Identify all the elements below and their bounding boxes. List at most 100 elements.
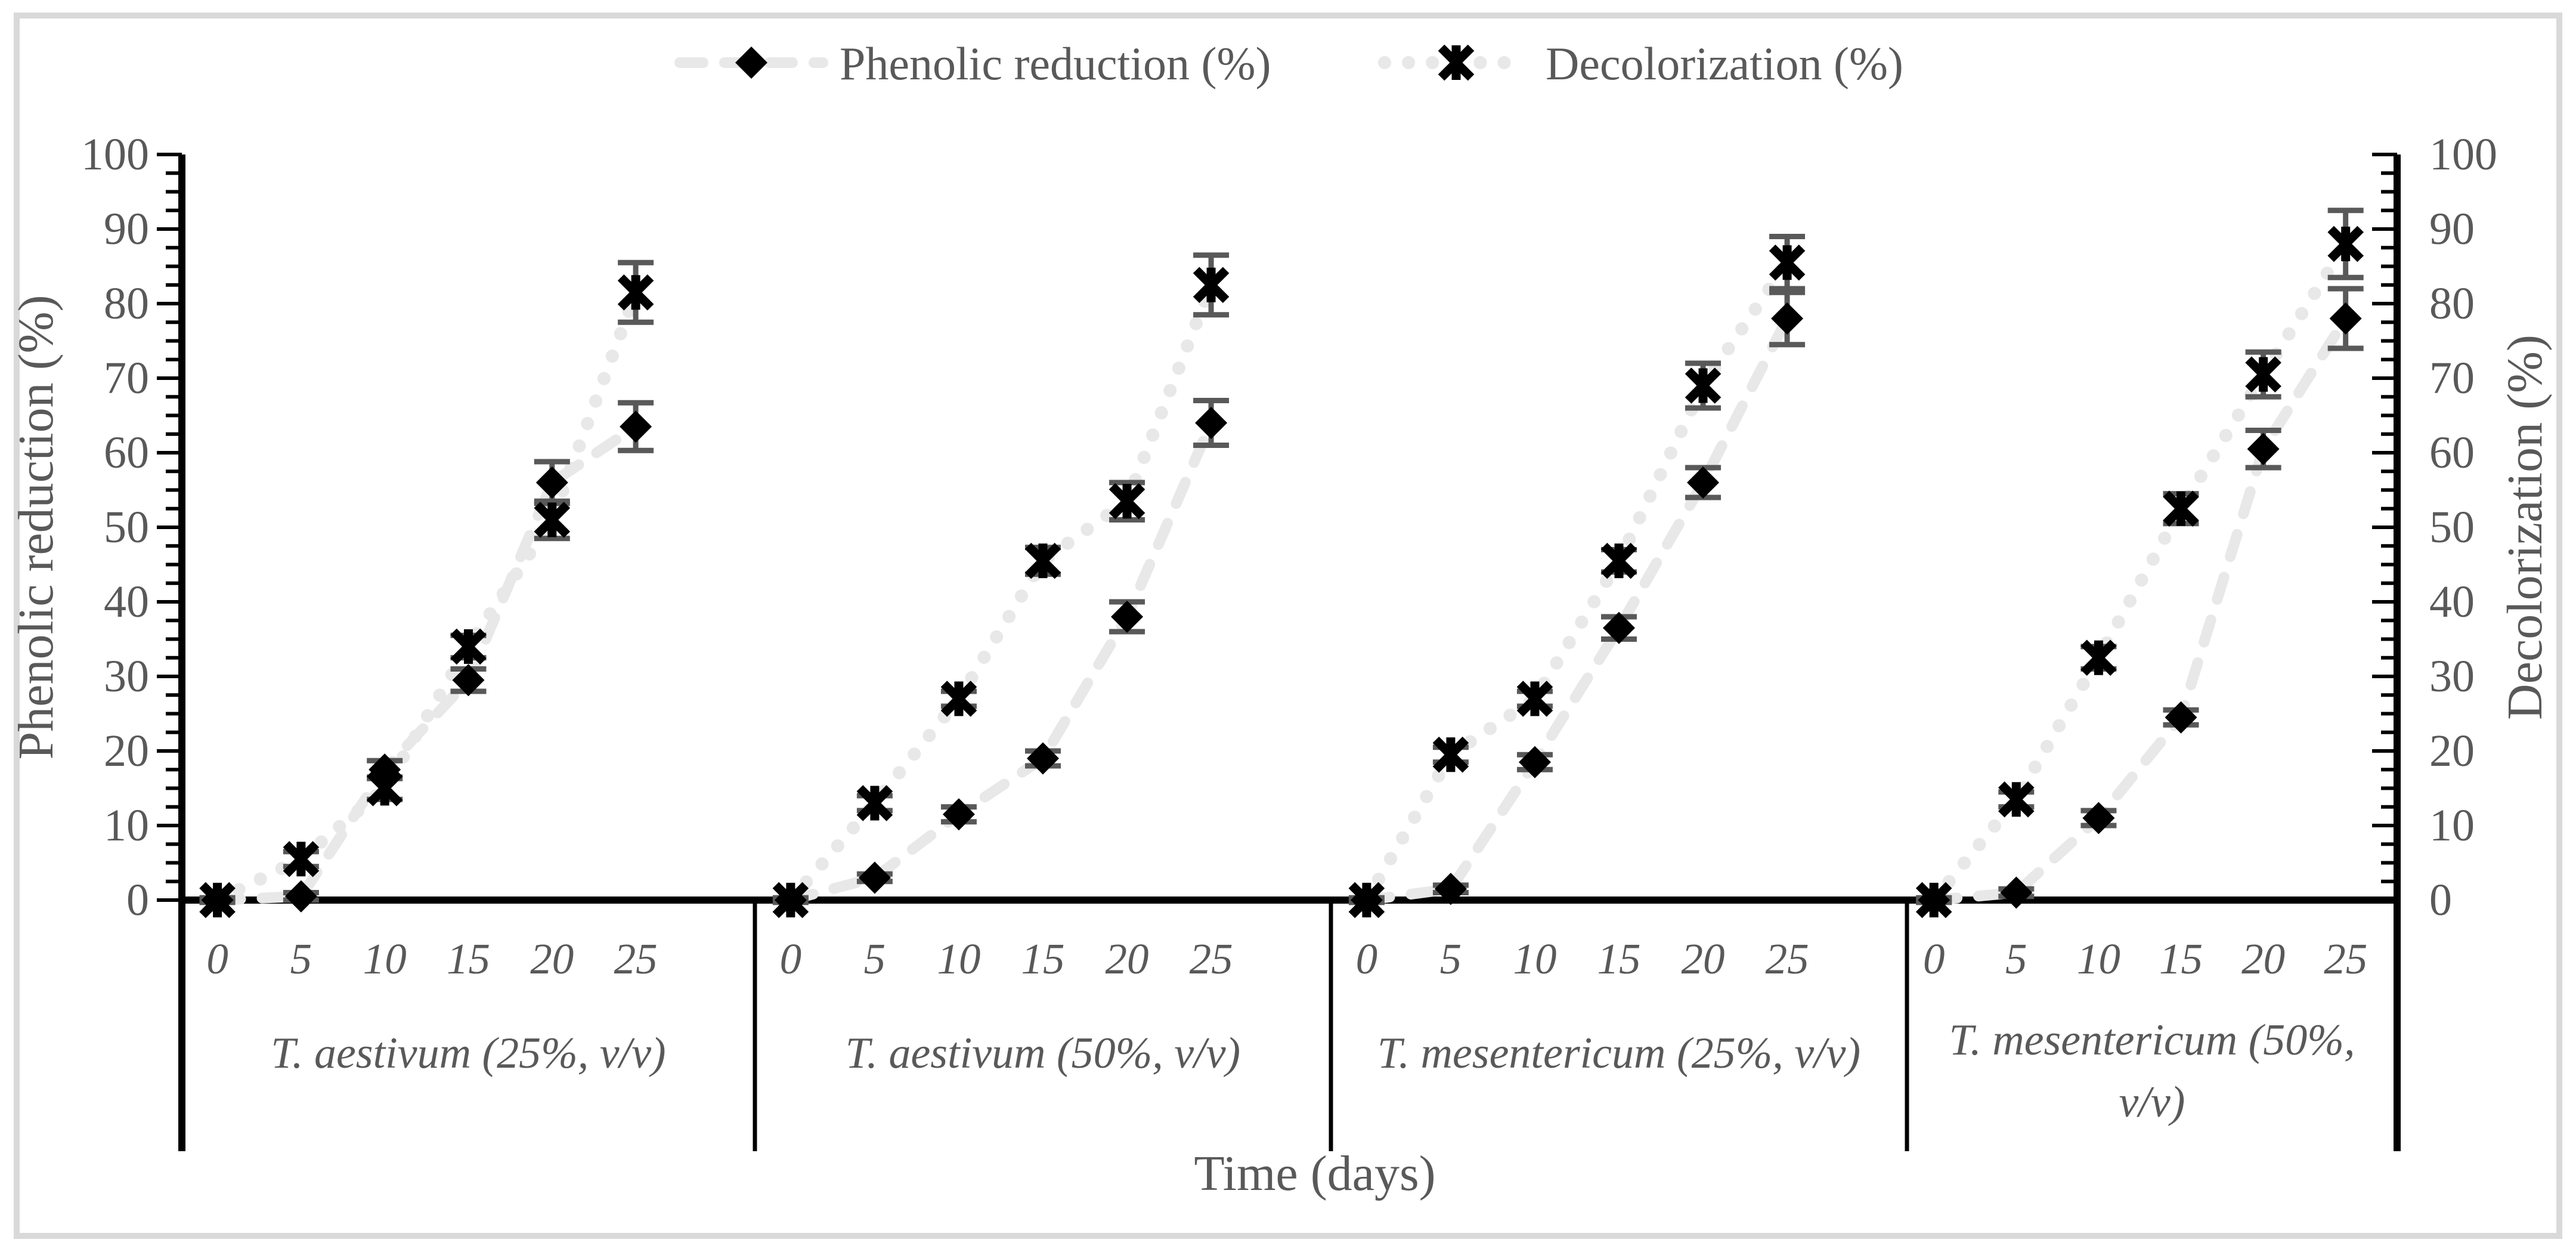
- star-stroke: [940, 681, 977, 717]
- y-tick-label-right: 40: [2429, 577, 2475, 627]
- y-tick-label-right: 70: [2429, 353, 2475, 403]
- x-tick-label: 10: [1513, 935, 1556, 983]
- diamond-marker-icon: [452, 664, 485, 697]
- diamond-marker-icon: [1603, 611, 1635, 644]
- star-stroke: [450, 628, 487, 665]
- y-tick-label-left: 10: [104, 800, 149, 851]
- y-tick-label-left: 70: [104, 353, 149, 403]
- star-stroke: [856, 785, 893, 821]
- y-tick-label-right: 20: [2429, 726, 2475, 776]
- star-marker-icon: [1109, 483, 1145, 520]
- star-stroke: [772, 882, 809, 919]
- figure-border: [14, 13, 2562, 1239]
- star-stroke: [2080, 639, 2117, 676]
- diamond-marker-icon: [2000, 876, 2033, 909]
- x-tick-label: 15: [1021, 935, 1065, 983]
- star-stroke: [534, 502, 571, 538]
- star-stroke: [1348, 882, 1385, 919]
- y-tick-label-right: 60: [2429, 428, 2475, 478]
- x-tick-label: 5: [290, 935, 312, 983]
- diamond-marker-icon: [1027, 742, 1059, 775]
- panel-4: 0 5 10 15 20 25 T. mesentericum (50%, v/v): [1915, 208, 2367, 1127]
- y-tick-label-right: 80: [2429, 279, 2475, 329]
- x-tick-label: 15: [447, 935, 490, 983]
- y-tick-label-left: 0: [126, 875, 149, 925]
- y-tick-label-right: 50: [2429, 502, 2475, 552]
- star-marker-icon: [1348, 882, 1385, 919]
- x-tick-label: 0: [206, 935, 228, 983]
- y-tick-label-left: 100: [81, 129, 149, 180]
- panel-2: 0 5 10 15 20 25 T. aestivum (50%, v/v): [772, 252, 1240, 1078]
- star-marker-icon: [1024, 542, 1061, 579]
- diamond-marker-icon: [2082, 802, 2115, 834]
- x-tick-label: 20: [1682, 935, 1725, 983]
- star-marker-icon: [366, 770, 403, 806]
- diamond-marker-icon: [942, 798, 975, 831]
- star-stroke: [1438, 44, 1475, 81]
- star-marker-icon: [1193, 267, 1230, 304]
- star-marker-icon: [1915, 882, 1952, 919]
- x-tick-label: 0: [1356, 935, 1378, 983]
- star-stroke: [1024, 542, 1061, 579]
- star-marker-icon: [2080, 639, 2117, 676]
- panel-label: T. aestivum (50%, v/v): [846, 1029, 1240, 1078]
- star-marker-icon: [940, 681, 977, 717]
- star-stroke: [1915, 882, 1952, 919]
- y-tick-label-right: 0: [2429, 875, 2452, 925]
- x-tick-label: 10: [937, 935, 980, 983]
- legend-diamond-marker-icon: [735, 47, 767, 79]
- y-axis-title-left: Phenolic reduction (%): [8, 295, 64, 759]
- star-stroke: [283, 840, 320, 877]
- star-marker-icon: [772, 882, 809, 919]
- panel-label: T. mesentericum (25%, v/v): [1377, 1029, 1860, 1078]
- x-tick-label: 25: [614, 935, 658, 983]
- y-tick-label-left: 30: [104, 651, 149, 701]
- star-stroke: [366, 770, 403, 806]
- legend-item-phenolic: Phenolic reduction (%): [674, 38, 1271, 89]
- y-tick-label-left: 20: [104, 726, 149, 776]
- x-tick-label: 0: [780, 935, 802, 983]
- legend-label: Phenolic reduction (%): [840, 38, 1271, 89]
- star-stroke: [617, 274, 654, 311]
- star-stroke: [1432, 736, 1469, 773]
- panel-3: 0 5 10 15 20 25 T. mesentericum (25%, v/v): [1348, 234, 1860, 1078]
- x-tick-label: 20: [530, 935, 574, 983]
- diamond-marker-icon: [2247, 432, 2280, 465]
- star-marker-icon: [1998, 781, 2035, 818]
- star-marker-icon: [1516, 681, 1553, 717]
- x-axis-title: Time (days): [1194, 1146, 1435, 1201]
- x-tick-label: 15: [2159, 935, 2203, 983]
- star-stroke: [1685, 367, 1722, 404]
- panel-label: v/v): [2119, 1078, 2185, 1127]
- star-marker-icon: [2163, 490, 2199, 527]
- diamond-marker-icon: [2329, 302, 2362, 335]
- x-tick-label: 20: [2241, 935, 2285, 983]
- diamond-marker-icon: [1518, 746, 1551, 778]
- y-tick-label-right: 10: [2429, 800, 2475, 851]
- diamond-marker-icon: [2165, 701, 2197, 734]
- y-tick-label-left: 50: [104, 502, 149, 552]
- diamond-marker-icon: [535, 466, 568, 499]
- star-marker-icon: [2327, 225, 2364, 262]
- star-marker-icon: [283, 840, 320, 877]
- star-marker-icon: [2245, 356, 2281, 393]
- panel-label: T. mesentericum (50%,: [1949, 1016, 2355, 1065]
- diamond-marker-icon: [1687, 466, 1720, 499]
- diamond-marker-icon: [858, 861, 891, 894]
- x-tick-label: 15: [1597, 935, 1641, 983]
- star-stroke: [1600, 542, 1637, 579]
- star-stroke: [199, 882, 236, 919]
- y-tick-label-left: 80: [104, 279, 149, 329]
- legend-star-marker-icon: [1438, 44, 1475, 81]
- legend: Phenolic reduction (%) Decolorization (%): [674, 38, 1903, 89]
- star-marker-icon: [856, 785, 893, 821]
- y-tick-label-left: 60: [104, 428, 149, 478]
- star-marker-icon: [199, 882, 236, 919]
- diamond-marker-icon: [1195, 407, 1228, 439]
- star-marker-icon: [617, 274, 654, 311]
- legend-label: Decolorization (%): [1546, 38, 1903, 89]
- star-stroke: [1193, 267, 1230, 304]
